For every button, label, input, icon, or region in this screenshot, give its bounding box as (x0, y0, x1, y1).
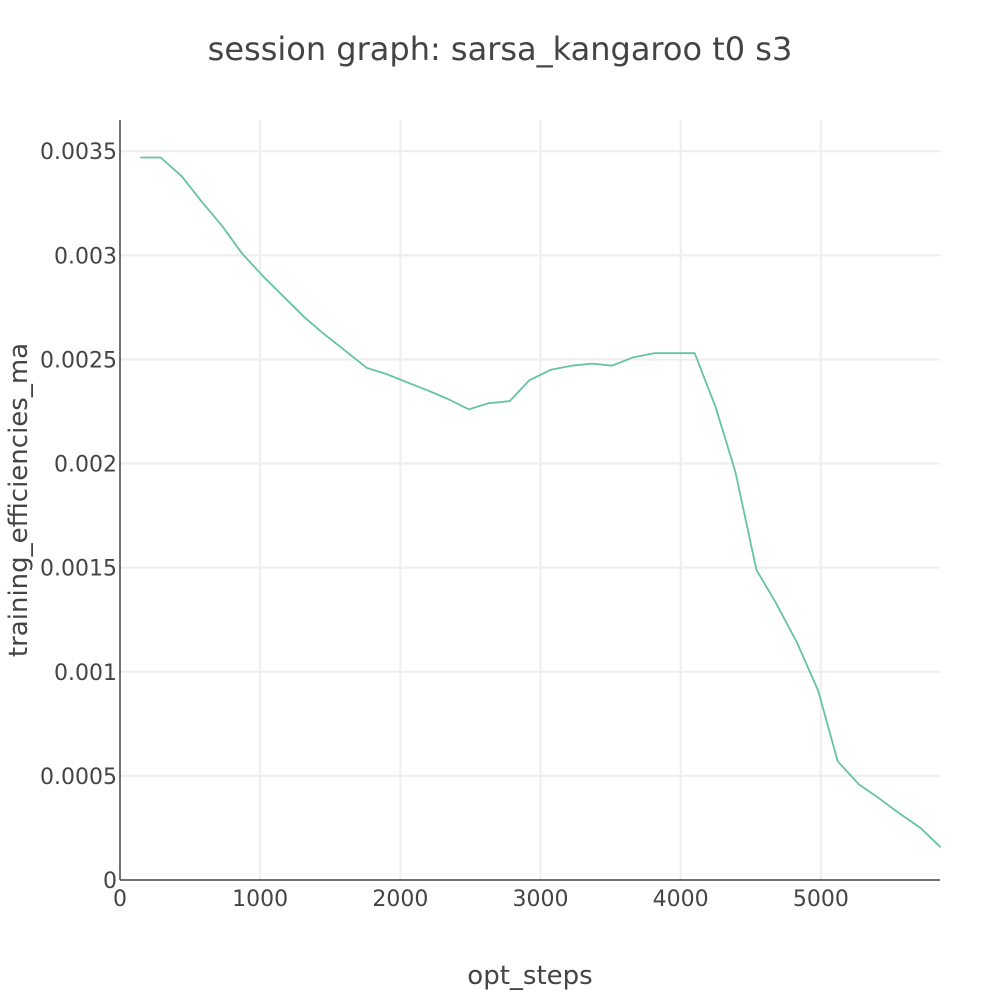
y-tick-label: 0.0035 (40, 140, 117, 165)
y-tick-label: 0.002 (54, 453, 117, 478)
x-tick-label: 2000 (372, 887, 428, 912)
series-line (140, 156, 941, 848)
chart-title: session graph: sarsa_kangaroo t0 s3 (208, 30, 793, 68)
series-layer (140, 156, 941, 848)
x-tick-label: 4000 (653, 887, 709, 912)
y-tick-label: 0.0015 (40, 557, 117, 582)
x-tick-label: 3000 (513, 887, 569, 912)
y-tick-label: 0 (103, 869, 117, 894)
x-axis-label: opt_steps (467, 961, 592, 991)
x-tick-label: 5000 (793, 887, 849, 912)
y-tick-labels: 0 0.0005 0.001 0.0015 0.002 0.0025 0.003 0.0035 (40, 140, 117, 894)
y-tick-label: 0.0025 (40, 348, 117, 373)
y-tick-label: 0.0005 (40, 765, 117, 790)
y-gridlines (120, 150, 940, 777)
x-tick-label: 1000 (232, 887, 288, 912)
x-gridlines (259, 120, 822, 880)
y-tick-label: 0.001 (54, 661, 117, 686)
x-tick-label: 0 (113, 887, 127, 912)
x-tick-labels: 0 1000 2000 3000 4000 5000 (113, 887, 849, 912)
y-axis-label: training_efficiencies_ma (4, 343, 34, 657)
y-tick-label: 0.003 (54, 244, 117, 269)
